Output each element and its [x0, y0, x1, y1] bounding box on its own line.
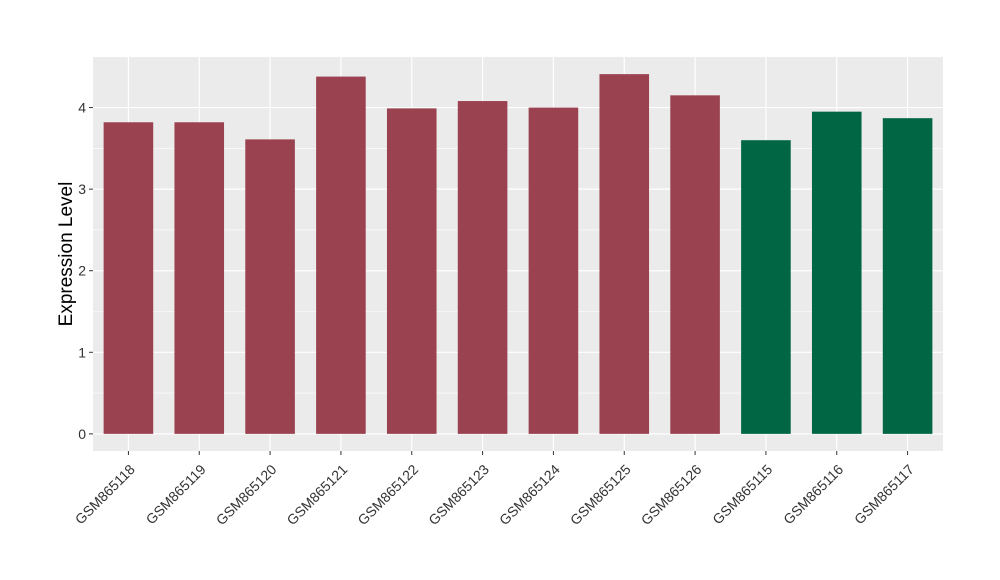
x-tick-label: GSM865124	[496, 461, 563, 528]
y-tick-label: 2	[78, 263, 86, 279]
bar	[528, 107, 579, 434]
bar	[882, 118, 933, 434]
y-axis-title: Expression Level	[56, 182, 77, 327]
bar	[741, 140, 791, 434]
y-axis-ticks: 0 1 2 3 4	[78, 100, 93, 442]
bar	[386, 108, 437, 434]
x-tick-label: GSM865118	[72, 461, 138, 527]
plot-panel	[93, 57, 943, 451]
bars	[103, 74, 933, 434]
x-tick-label: GSM865117	[851, 461, 917, 527]
x-tick-label: GSM865119	[143, 461, 209, 527]
minor-gridlines	[93, 148, 943, 394]
y-tick-label: 0	[78, 426, 86, 442]
x-tick-label: GSM865116	[780, 461, 846, 527]
bar	[316, 76, 366, 434]
bar	[174, 122, 225, 434]
bar	[457, 101, 508, 434]
x-tick-label: GSM865122	[354, 461, 421, 528]
bar	[103, 122, 154, 434]
y-tick-label: 3	[78, 181, 86, 197]
bar	[245, 139, 295, 434]
y-tick-label: 1	[78, 344, 86, 360]
x-tick-label: GSM865125	[567, 461, 634, 528]
bar	[599, 74, 650, 434]
x-tick-label: GSM865121	[283, 461, 350, 528]
x-tick-label: GSM865123	[425, 461, 492, 528]
y-tick-label: 4	[78, 100, 86, 116]
x-tick-label: GSM865120	[213, 461, 280, 528]
x-tick-label: GSM865126	[638, 461, 705, 528]
x-tick-label: GSM865115	[709, 461, 775, 527]
bar	[811, 111, 862, 434]
bar	[670, 95, 720, 434]
x-axis-ticks: GSM865118 GSM865119 GSM865120 GSM865121 GSM8…	[72, 451, 917, 528]
